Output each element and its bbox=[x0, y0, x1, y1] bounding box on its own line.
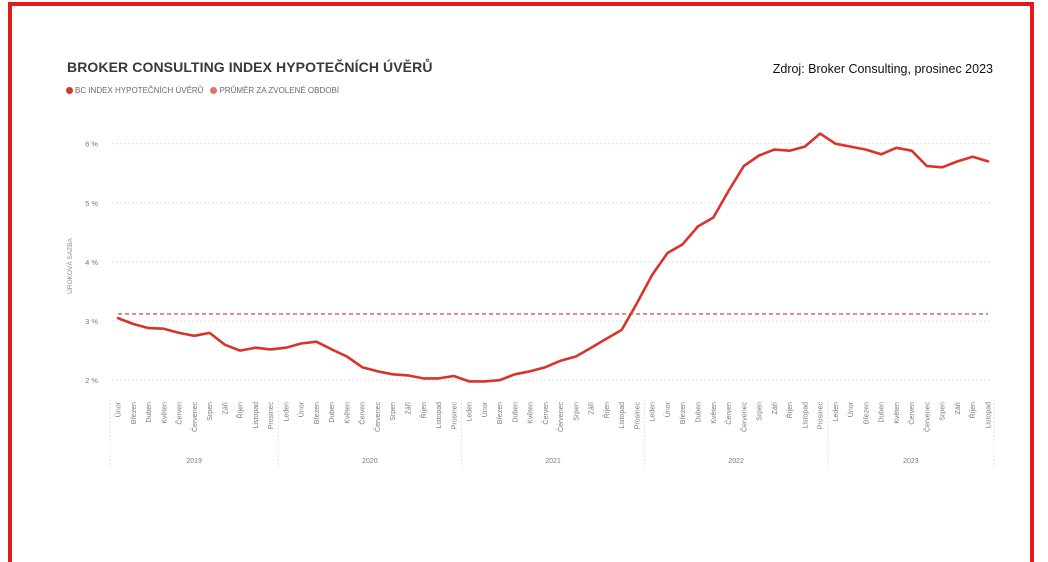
x-tick-label: Leden bbox=[833, 402, 840, 422]
year-label: 2023 bbox=[903, 458, 919, 465]
x-tick-label: Duben bbox=[879, 402, 886, 423]
x-tick-label: Říjen bbox=[419, 402, 428, 418]
x-tick-label: Únor bbox=[297, 401, 306, 417]
legend: BC INDEX HYPOTEČNÍCH ÚVĚRŮ PRŮMĚR ZA ZVO… bbox=[66, 86, 342, 95]
year-label: 2020 bbox=[362, 458, 378, 465]
line-chart: 2 % 3 % 4 % 5 % 6 % ÚROKOVÁ SAZBA Únor Březen Du… bbox=[65, 132, 995, 468]
x-tick-label: Červenec bbox=[373, 402, 382, 432]
x-tick-label: Říjen bbox=[602, 402, 611, 418]
x-tick-label: Červen bbox=[541, 402, 550, 425]
x-tick-label: Listopad bbox=[253, 402, 260, 429]
x-tick-label: Duben bbox=[329, 402, 336, 423]
x-tick-label: Červenec bbox=[556, 402, 565, 432]
x-tick-label: Září bbox=[772, 402, 779, 415]
x-tick-label: Říjen bbox=[968, 402, 977, 418]
x-tick-label: Leden bbox=[467, 402, 474, 422]
x-tick-label: Červen bbox=[907, 402, 916, 425]
y-tick-label: 2 % bbox=[85, 376, 98, 385]
year-label: 2019 bbox=[186, 458, 202, 465]
x-tick-label: Leden bbox=[283, 402, 290, 422]
x-tick-label: Září bbox=[955, 402, 962, 415]
x-tick-label: Červenec bbox=[922, 402, 931, 432]
x-tick-label: Březen bbox=[314, 402, 321, 424]
year-label: 2021 bbox=[545, 458, 561, 465]
x-tick-label: Listopad bbox=[619, 402, 626, 429]
x-tick-label: Květen bbox=[344, 402, 351, 424]
x-tick-label: Září bbox=[406, 402, 413, 415]
series-line-bc-index bbox=[116, 132, 990, 383]
x-tick-label: Září bbox=[589, 402, 596, 415]
x-tick-label: Duben bbox=[512, 402, 519, 423]
y-tick-label: 4 % bbox=[85, 258, 98, 267]
x-tick-label: Listopad bbox=[436, 402, 443, 429]
y-tick-label: 3 % bbox=[85, 317, 98, 326]
legend-item-average[interactable]: PRŮMĚR ZA ZVOLENÉ OBDOBÍ bbox=[210, 86, 339, 95]
x-tick-label: Květen bbox=[528, 402, 535, 424]
legend-dot-index bbox=[66, 87, 73, 94]
x-tick-label: Březen bbox=[497, 402, 504, 424]
x-tick-label: Prosinec bbox=[451, 402, 458, 430]
x-tick-label: Červenec bbox=[190, 402, 199, 432]
legend-dot-average bbox=[210, 87, 218, 94]
x-tick-label: Říjen bbox=[236, 402, 245, 418]
x-tick-label: Březen bbox=[131, 402, 138, 424]
legend-item-index[interactable]: BC INDEX HYPOTEČNÍCH ÚVĚRŮ bbox=[66, 86, 203, 95]
x-tick-label: Červenec bbox=[739, 402, 748, 432]
x-tick-label: Listopad bbox=[986, 402, 993, 429]
x-tick-label: Únor bbox=[114, 401, 123, 417]
legend-label-average: PRŮMĚR ZA ZVOLENÉ OBDOBÍ bbox=[219, 86, 340, 95]
x-tick-label: Březen bbox=[863, 402, 870, 424]
y-tick-label: 5 % bbox=[85, 199, 98, 208]
red-frame bbox=[8, 2, 1034, 562]
x-tick-label: Listopad bbox=[802, 402, 809, 429]
x-tick-label: Duben bbox=[696, 402, 703, 423]
x-tick-label: Květen bbox=[161, 402, 168, 424]
x-tick-label: Září bbox=[222, 402, 229, 415]
x-tick-label: Srpen bbox=[757, 402, 764, 421]
x-tick-label: Srpen bbox=[207, 402, 214, 421]
x-tick-label: Srpen bbox=[573, 402, 580, 421]
x-tick-label: Únor bbox=[480, 401, 489, 417]
legend-label-index: BC INDEX HYPOTEČNÍCH ÚVĚRŮ bbox=[75, 86, 204, 95]
year-label: 2022 bbox=[728, 458, 744, 465]
x-tick-label: Únor bbox=[846, 401, 855, 417]
y-axis-label: ÚROKOVÁ SAZBA bbox=[65, 238, 74, 294]
x-tick-label: Prosinec bbox=[818, 402, 825, 430]
x-tick-label: Květen bbox=[894, 402, 901, 424]
x-tick-label: Duben bbox=[146, 402, 153, 423]
x-tick-label: Leden bbox=[650, 402, 657, 422]
x-tick-label: Červen bbox=[724, 402, 733, 425]
chart-title: BROKER CONSULTING INDEX HYPOTEČNÍCH ÚVĚR… bbox=[67, 59, 433, 75]
x-tick-label: Červen bbox=[358, 402, 367, 425]
x-tick-label: Prosinec bbox=[268, 402, 275, 430]
y-tick-label: 6 % bbox=[85, 140, 98, 149]
x-tick-label: Červen bbox=[175, 402, 184, 425]
source-note: Zdroj: Broker Consulting, prosinec 2023 bbox=[772, 62, 993, 76]
x-tick-label: Březen bbox=[680, 402, 687, 424]
x-tick-label: Únor bbox=[663, 401, 672, 417]
x-tick-label: Říjen bbox=[785, 402, 794, 418]
x-tick-label: Květen bbox=[711, 402, 718, 424]
x-tick-label: Srpen bbox=[940, 402, 947, 421]
x-tick-label: Prosinec bbox=[634, 402, 641, 430]
x-tick-label: Srpen bbox=[390, 402, 397, 421]
